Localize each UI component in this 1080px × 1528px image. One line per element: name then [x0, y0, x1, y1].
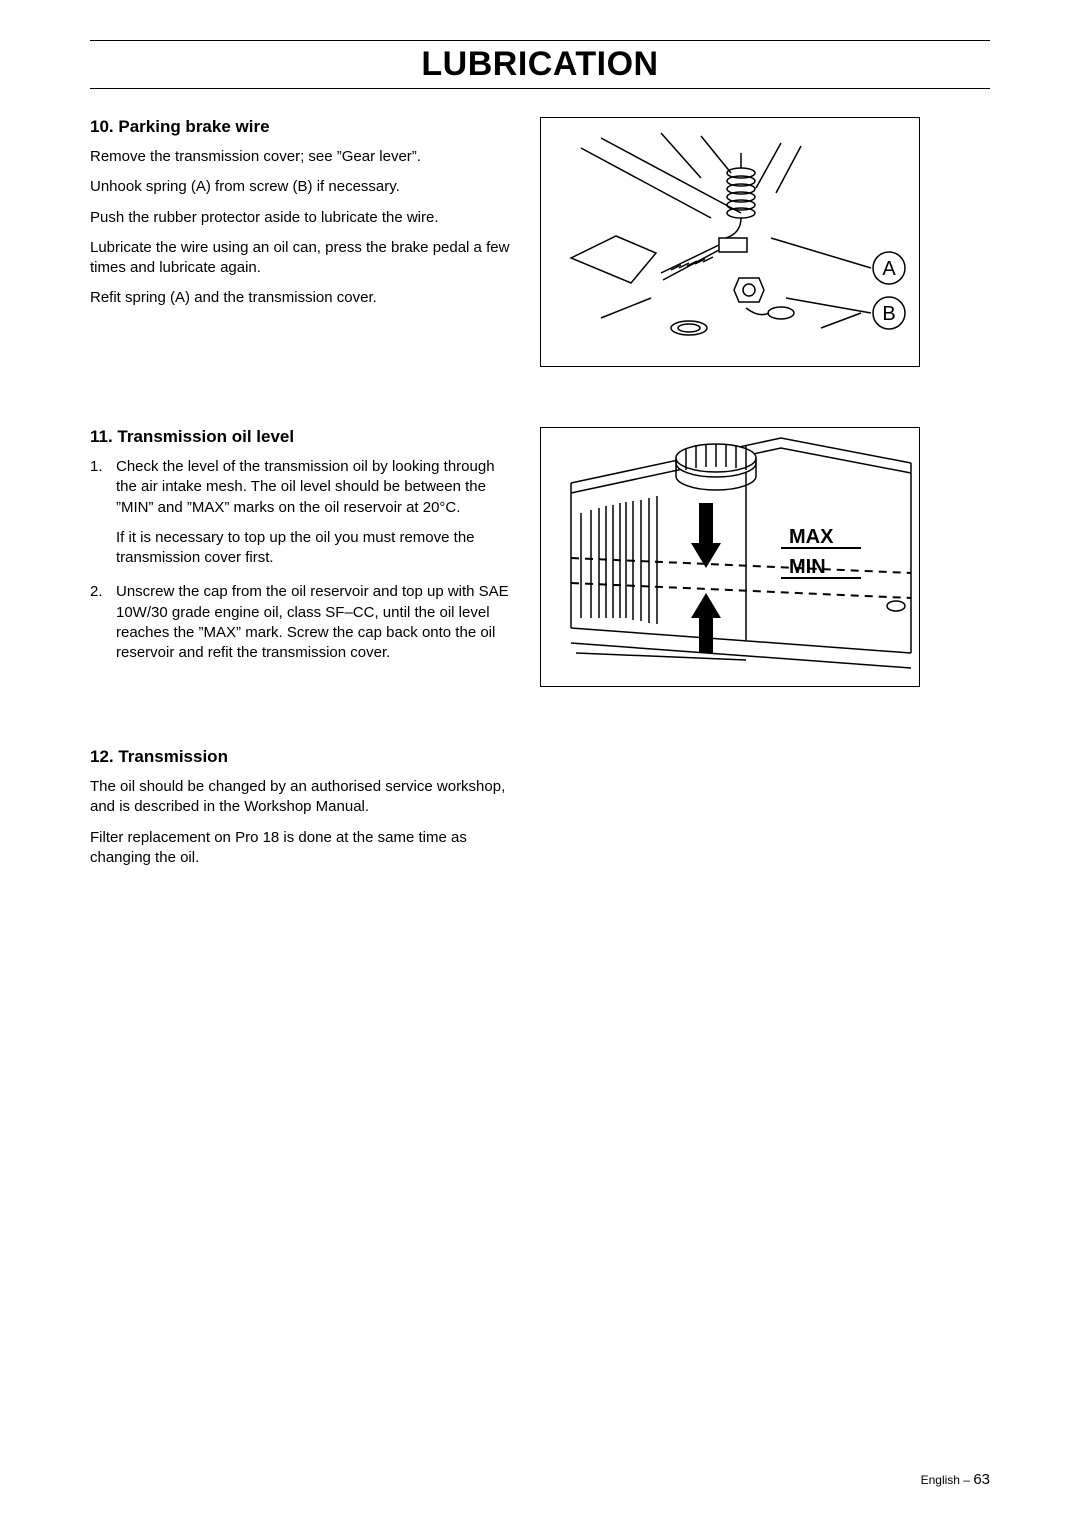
- section-10-p1: Remove the transmission cover; see ”Gear…: [90, 147, 510, 167]
- section-12-empty: [540, 747, 990, 878]
- section-11-figure: MAX MIN: [540, 427, 920, 687]
- section-12-text: 12. Transmission The oil should be chang…: [90, 747, 510, 878]
- section-10-text: 10. Parking brake wire Remove the transm…: [90, 117, 510, 367]
- max-label: MAX: [789, 526, 834, 548]
- min-label: MIN: [789, 556, 826, 578]
- section-10: 10. Parking brake wire Remove the transm…: [90, 117, 990, 367]
- page-title: LUBRICATION: [90, 45, 990, 84]
- section-12: 12. Transmission The oil should be chang…: [90, 747, 990, 878]
- section-10-figure: A B: [540, 117, 920, 367]
- section-11-item-2: Unscrew the cap from the oil reservoir a…: [90, 582, 510, 663]
- section-11-item-2-text: Unscrew the cap from the oil reservoir a…: [116, 583, 509, 661]
- section-11-text: 11. Transmission oil level Check the lev…: [90, 427, 510, 687]
- section-12-p1: The oil should be changed by an authoris…: [90, 777, 510, 818]
- section-11-item-1: Check the level of the transmission oil …: [90, 457, 510, 568]
- footer-lang: English –: [921, 1473, 970, 1487]
- section-11-list: Check the level of the transmission oil …: [90, 457, 510, 663]
- section-11-heading: 11. Transmission oil level: [90, 427, 510, 447]
- page-footer: English – 63: [921, 1471, 990, 1488]
- section-10-p4: Lubricate the wire using an oil can, pre…: [90, 238, 510, 279]
- section-12-p2: Filter replacement on Pro 18 is done at …: [90, 828, 510, 869]
- section-11-figure-wrap: MAX MIN: [540, 427, 990, 687]
- page-header-rules: LUBRICATION: [90, 40, 990, 89]
- oil-reservoir-diagram-svg: MAX MIN: [541, 428, 921, 688]
- brake-wire-diagram-svg: A B: [541, 118, 921, 368]
- footer-page-number: 63: [973, 1471, 990, 1488]
- section-10-p5: Refit spring (A) and the transmission co…: [90, 288, 510, 308]
- label-a-text: A: [882, 258, 896, 280]
- section-10-p2: Unhook spring (A) from screw (B) if nece…: [90, 177, 510, 197]
- section-11-item-1-sub: If it is necessary to top up the oil you…: [116, 528, 510, 569]
- section-10-p3: Push the rubber protector aside to lubri…: [90, 208, 510, 228]
- label-b-text: B: [882, 303, 895, 325]
- section-10-figure-wrap: A B: [540, 117, 990, 367]
- section-10-heading: 10. Parking brake wire: [90, 117, 510, 137]
- section-11-item-1-text: Check the level of the transmission oil …: [116, 458, 495, 516]
- section-12-heading: 12. Transmission: [90, 747, 510, 767]
- section-11: 11. Transmission oil level Check the lev…: [90, 427, 990, 687]
